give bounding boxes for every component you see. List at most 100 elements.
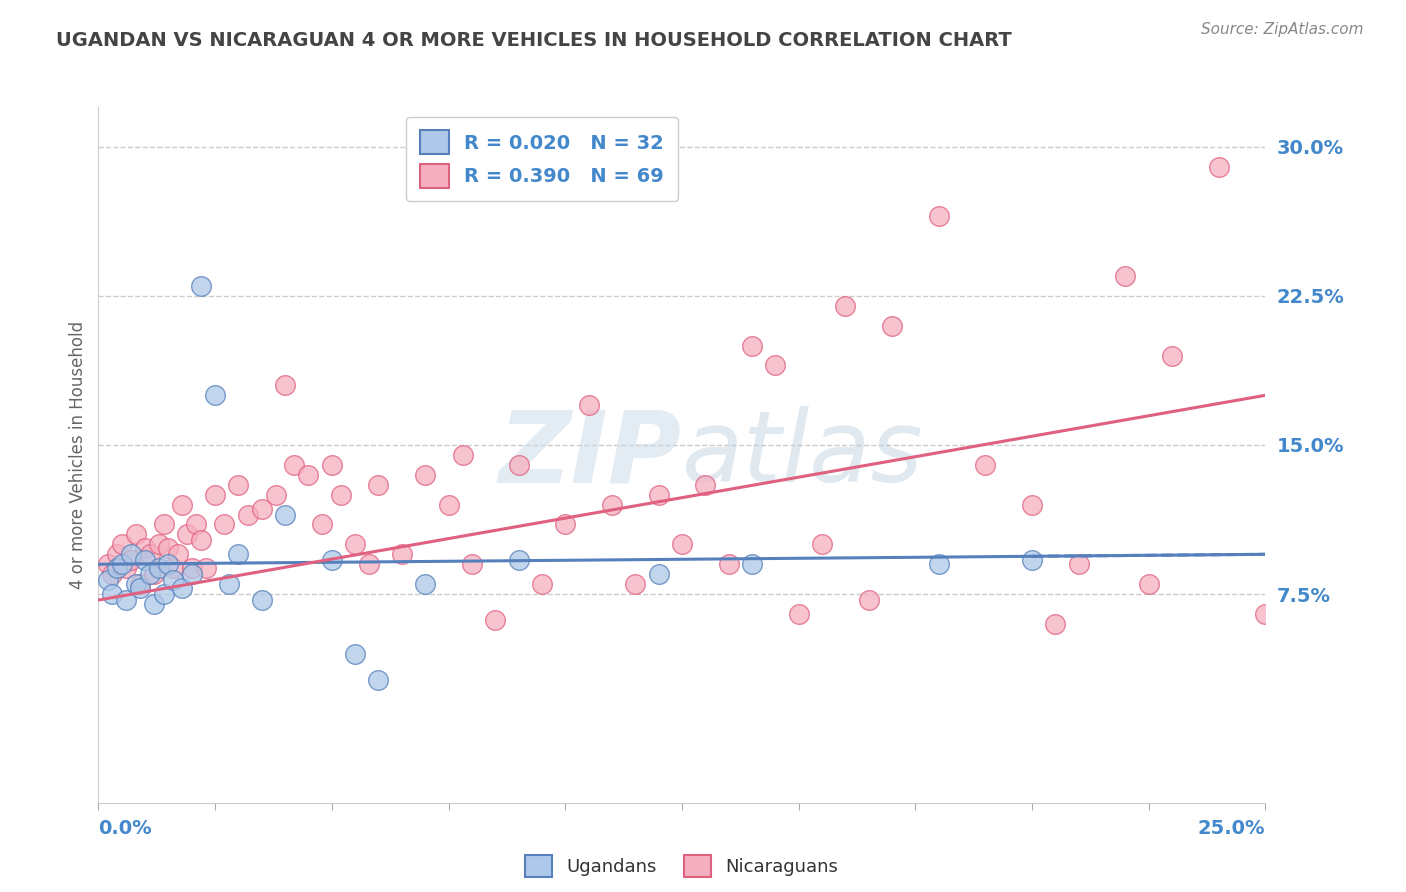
Point — [139, 567, 162, 582]
Point — [508, 458, 530, 472]
Legend: Ugandans, Nicaraguans: Ugandans, Nicaraguans — [517, 847, 846, 884]
Point — [139, 547, 162, 561]
Point — [344, 647, 367, 661]
Point — [344, 537, 367, 551]
Point — [180, 567, 202, 582]
Point — [115, 593, 138, 607]
Point — [1208, 160, 1230, 174]
Point — [143, 567, 166, 582]
Point — [1021, 498, 1043, 512]
Point — [717, 558, 740, 572]
Point — [157, 558, 180, 572]
Point — [125, 527, 148, 541]
Point — [152, 587, 174, 601]
Point — [928, 558, 950, 572]
Point — [297, 467, 319, 482]
Point — [190, 533, 212, 548]
Point — [461, 558, 484, 572]
Point — [274, 378, 297, 392]
Point — [1161, 349, 1184, 363]
Point — [787, 607, 810, 621]
Point — [218, 577, 240, 591]
Point — [264, 488, 287, 502]
Point — [451, 448, 474, 462]
Point — [1254, 607, 1277, 621]
Point — [1021, 553, 1043, 567]
Point — [125, 577, 148, 591]
Y-axis label: 4 or more Vehicles in Household: 4 or more Vehicles in Household — [69, 321, 87, 589]
Point — [367, 673, 389, 687]
Point — [186, 517, 208, 532]
Point — [105, 547, 128, 561]
Point — [152, 517, 174, 532]
Point — [311, 517, 333, 532]
Point — [129, 581, 152, 595]
Point — [162, 561, 184, 575]
Point — [600, 498, 623, 512]
Point — [172, 581, 194, 595]
Point — [111, 558, 134, 572]
Point — [148, 561, 170, 575]
Point — [880, 318, 903, 333]
Point — [97, 558, 120, 572]
Point — [250, 501, 273, 516]
Text: Source: ZipAtlas.com: Source: ZipAtlas.com — [1201, 22, 1364, 37]
Point — [437, 498, 460, 512]
Point — [105, 561, 128, 575]
Point — [250, 593, 273, 607]
Point — [834, 299, 856, 313]
Point — [647, 567, 669, 582]
Point — [508, 553, 530, 567]
Point — [484, 613, 506, 627]
Point — [928, 210, 950, 224]
Point — [974, 458, 997, 472]
Point — [1114, 268, 1136, 283]
Point — [120, 553, 142, 567]
Point — [359, 558, 381, 572]
Point — [129, 577, 152, 591]
Point — [228, 477, 250, 491]
Point — [330, 488, 353, 502]
Point — [763, 359, 786, 373]
Point — [413, 577, 436, 591]
Point — [115, 561, 138, 575]
Point — [624, 577, 647, 591]
Point — [1045, 616, 1067, 631]
Point — [194, 561, 217, 575]
Point — [1067, 558, 1090, 572]
Point — [321, 458, 343, 472]
Point — [283, 458, 305, 472]
Point — [120, 547, 142, 561]
Point — [741, 338, 763, 352]
Point — [554, 517, 576, 532]
Point — [148, 537, 170, 551]
Point — [101, 587, 124, 601]
Text: UGANDAN VS NICARAGUAN 4 OR MORE VEHICLES IN HOUSEHOLD CORRELATION CHART: UGANDAN VS NICARAGUAN 4 OR MORE VEHICLES… — [56, 31, 1012, 50]
Text: 0.0%: 0.0% — [98, 819, 152, 838]
Point — [166, 547, 188, 561]
Point — [321, 553, 343, 567]
Point — [162, 573, 184, 587]
Point — [695, 477, 717, 491]
Point — [214, 517, 236, 532]
Point — [157, 541, 180, 556]
Point — [228, 547, 250, 561]
Text: ZIP: ZIP — [499, 407, 682, 503]
Point — [134, 541, 156, 556]
Point — [180, 561, 202, 575]
Point — [1137, 577, 1160, 591]
Point — [671, 537, 693, 551]
Point — [204, 388, 226, 402]
Point — [530, 577, 553, 591]
Point — [97, 573, 120, 587]
Point — [367, 477, 389, 491]
Point — [391, 547, 413, 561]
Point — [274, 508, 297, 522]
Point — [190, 279, 212, 293]
Point — [101, 567, 124, 582]
Point — [111, 537, 134, 551]
Point — [134, 553, 156, 567]
Point — [236, 508, 259, 522]
Point — [172, 498, 194, 512]
Point — [811, 537, 834, 551]
